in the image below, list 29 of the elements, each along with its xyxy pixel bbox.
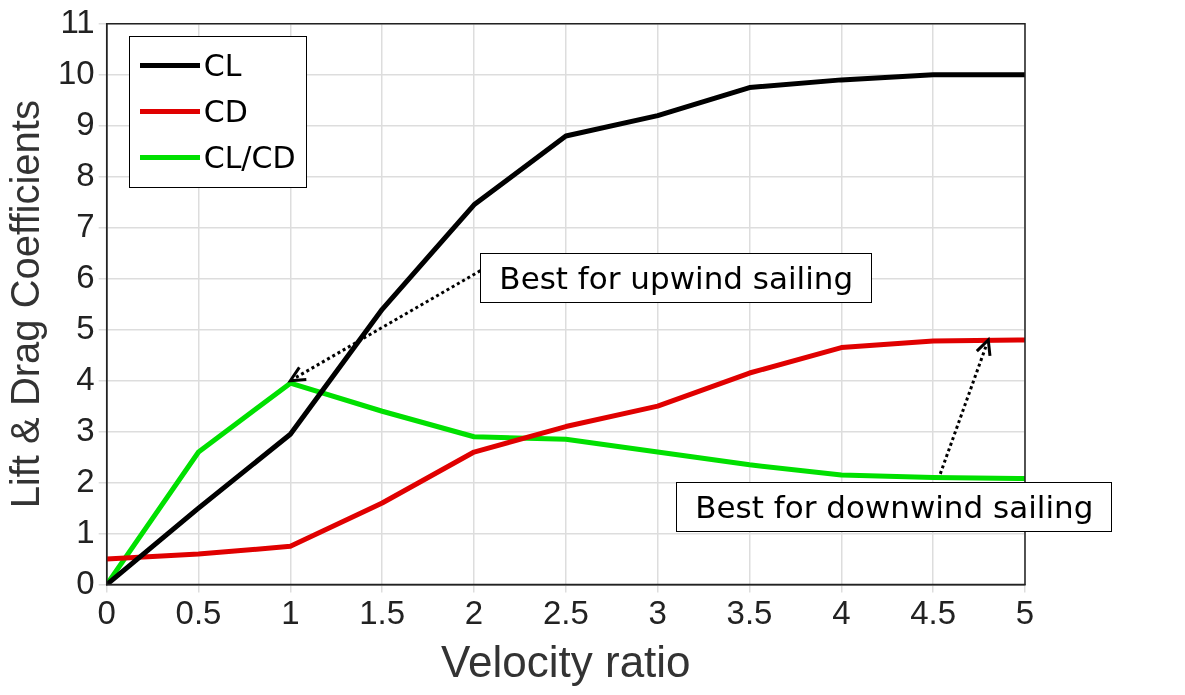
y-tick-label: 9 xyxy=(76,104,95,142)
y-axis-title: Lift & Drag Coefficients xyxy=(3,100,48,509)
annotation: Best for downwind sailing xyxy=(676,481,1113,532)
x-tick-label: 3.5 xyxy=(726,594,773,632)
y-tick-label: 0 xyxy=(76,563,95,601)
y-tick-label: 11 xyxy=(60,2,95,40)
y-tick-label: 4 xyxy=(76,359,95,397)
x-tick-label: 2.5 xyxy=(542,594,589,632)
x-tick-label: 1.5 xyxy=(359,594,406,632)
y-tick-label: 8 xyxy=(76,155,95,193)
y-tick-label: 1 xyxy=(76,512,95,550)
x-tick-label: 4 xyxy=(832,594,851,632)
y-tick-label: 2 xyxy=(76,461,95,499)
legend-label: CD xyxy=(203,94,248,130)
y-tick-label: 5 xyxy=(76,308,95,346)
legend-label: CL/CD xyxy=(203,140,296,176)
x-tick-label: 0.5 xyxy=(175,594,222,632)
x-tick-label: 1 xyxy=(281,594,300,632)
y-tick-label: 6 xyxy=(76,257,95,295)
x-axis-title: Velocity ratio xyxy=(441,636,691,686)
x-tick-label: 3 xyxy=(648,594,667,632)
y-tick-label: 3 xyxy=(76,410,95,448)
y-tick-label: 10 xyxy=(57,53,95,91)
x-tick-label: 2 xyxy=(464,594,484,632)
legend-label: CL xyxy=(203,48,242,84)
x-tick-label: 5 xyxy=(1015,594,1035,632)
annotation: Best for upwind sailing xyxy=(480,252,873,303)
x-tick-label: 4.5 xyxy=(910,594,957,632)
y-tick-label: 7 xyxy=(76,206,95,244)
